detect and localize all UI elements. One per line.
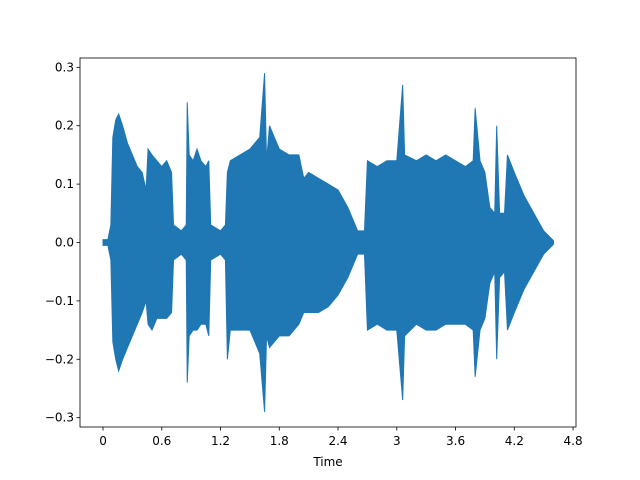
x-tick-label: 1.2 <box>211 434 230 448</box>
x-tick-label: 3.6 <box>446 434 465 448</box>
waveform-min <box>102 242 554 412</box>
x-tick-label: 1.8 <box>270 434 289 448</box>
y-tick-label: 0.3 <box>55 60 74 74</box>
y-tick-label: 0.1 <box>55 177 74 191</box>
y-tick-label: 0.0 <box>55 236 74 250</box>
x-tick-label: 0 <box>99 434 107 448</box>
x-tick-label: 2.4 <box>328 434 347 448</box>
x-tick-label: 3 <box>393 434 401 448</box>
waveform-max <box>102 73 554 243</box>
x-tick-label: 4.8 <box>564 434 583 448</box>
y-tick-label: 0.2 <box>55 119 74 133</box>
y-tick-label: −0.2 <box>45 352 74 366</box>
y-tick-label: −0.1 <box>45 294 74 308</box>
y-tick-label: −0.3 <box>45 411 74 425</box>
x-tick-label: 4.2 <box>505 434 524 448</box>
x-axis-label: Time <box>312 455 342 469</box>
x-tick-label: 0.6 <box>152 434 171 448</box>
